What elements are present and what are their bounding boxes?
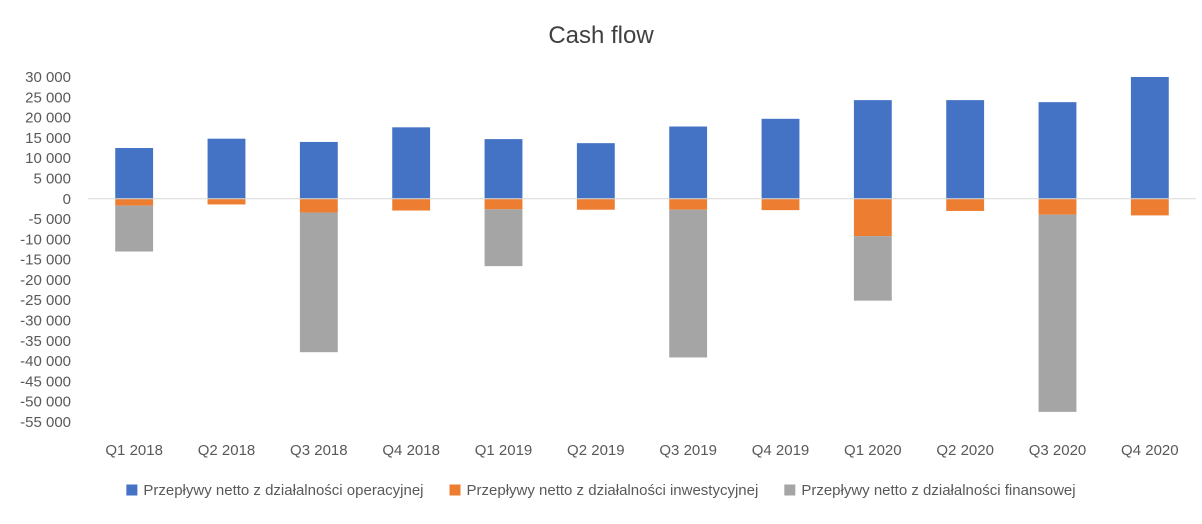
bar-series-1-q2-2019 [576,143,615,199]
y-tick-label: 20 000 [25,110,71,127]
bar-series-1-q1-2019 [484,139,523,199]
bar-series-2-q3-2020 [1038,198,1077,215]
x-tick-label: Q4 2020 [1121,442,1179,459]
bar-series-3-q3-2019 [669,209,708,358]
bar-series-1-q4-2020 [1130,77,1169,199]
x-tick-label: Q4 2019 [752,442,810,459]
x-axis: Q1 2018 Q2 2018 Q3 2018 Q4 2018 Q1 2019 Q2 20… [105,442,1178,459]
x-tick-label: Q1 2018 [105,442,163,459]
bar-series-2-q1-2019 [484,198,523,210]
bars-group [115,77,1169,412]
x-tick-label: Q2 2018 [198,442,256,459]
y-tick-label: 5 000 [33,170,71,187]
bar-series-1-q4-2019 [761,118,800,199]
bar-series-2-q4-2020 [1130,198,1169,216]
legend-label: Przepływy netto z działalności operacyjn… [143,482,423,499]
legend-swatch [126,484,138,496]
y-axis: 30 000 25 000 20 000 15 000 10 000 5 000 0 -5 0… [20,69,71,431]
y-tick-label: -55 000 [20,414,71,431]
bar-series-1-q2-2018 [207,138,246,199]
bar-series-2-q3-2018 [299,198,338,213]
y-tick-label: 25 000 [25,89,71,106]
y-tick-label: 0 [63,191,71,208]
y-tick-label: -45 000 [20,373,71,390]
bar-series-2-q1-2020 [853,198,892,237]
bar-series-1-q2-2020 [946,100,985,199]
y-tick-label: -50 000 [20,394,71,411]
legend-item-2: Przepływy netto z działalności inwestycy… [449,482,759,499]
y-tick-label: 15 000 [25,130,71,147]
bar-series-2-q4-2019 [761,198,800,211]
y-tick-label: -15 000 [20,252,71,269]
bar-series-2-q2-2019 [576,198,615,210]
bar-series-2-q4-2018 [392,198,431,211]
bar-series-1-q3-2020 [1038,102,1077,199]
bar-series-1-q3-2018 [299,141,338,199]
x-tick-label: Q2 2019 [567,442,625,459]
bar-series-3-q1-2018 [115,205,154,252]
bar-series-3-q3-2018 [299,212,338,353]
y-tick-label: -35 000 [20,333,71,350]
legend-swatch [784,484,796,496]
bar-series-1-q1-2018 [115,148,154,199]
x-tick-label: Q3 2019 [659,442,717,459]
y-tick-label: -5 000 [28,211,71,228]
bar-series-2-q2-2018 [207,198,246,205]
y-tick-label: 10 000 [25,150,71,167]
y-tick-label: -10 000 [20,231,71,248]
y-tick-label: -30 000 [20,313,71,330]
bar-series-3-q3-2020 [1038,214,1077,412]
y-tick-label: -25 000 [20,292,71,309]
x-tick-label: Q1 2019 [475,442,533,459]
bar-series-3-q1-2020 [853,236,892,301]
bar-series-2-q2-2020 [946,198,985,211]
legend-label: Przepływy netto z działalności finansowe… [801,482,1075,499]
bar-series-1-q1-2020 [853,100,892,199]
legend: Przepływy netto z działalności operacyjn… [126,482,1076,499]
x-tick-label: Q4 2018 [382,442,440,459]
y-tick-label: -40 000 [20,353,71,370]
chart-title: Cash flow [548,22,654,49]
x-tick-label: Q2 2020 [936,442,994,459]
x-tick-label: Q1 2020 [844,442,902,459]
bar-series-2-q3-2019 [669,198,708,210]
bar-series-1-q3-2019 [669,126,708,199]
bar-series-3-q1-2019 [484,209,523,267]
x-tick-label: Q3 2018 [290,442,348,459]
y-tick-label: -20 000 [20,272,71,289]
legend-swatch [449,484,461,496]
legend-item-1: Przepływy netto z działalności operacyjn… [126,482,424,499]
bar-series-1-q4-2018 [392,127,431,199]
x-tick-label: Q3 2020 [1029,442,1087,459]
legend-item-3: Przepływy netto z działalności finansowe… [784,482,1076,499]
y-tick-label: 30 000 [25,69,71,86]
bar-series-2-q1-2018 [115,198,154,206]
legend-label: Przepływy netto z działalności inwestycy… [467,482,759,499]
